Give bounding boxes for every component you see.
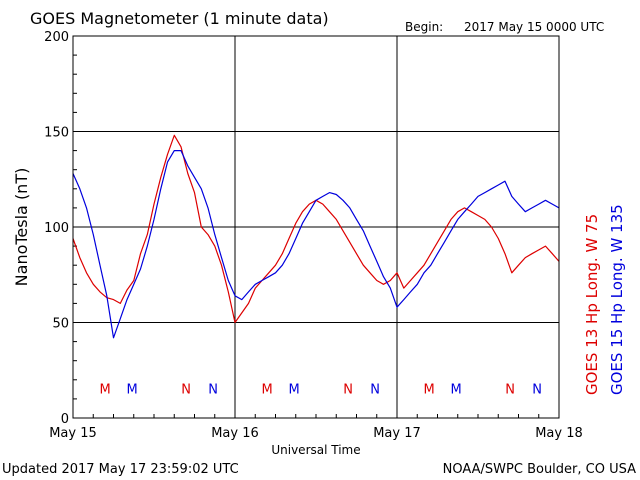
legend-goes13: GOES 13 Hp Long. W 75 — [583, 214, 601, 395]
plot-frame — [72, 35, 560, 419]
marker-m: M — [99, 382, 110, 397]
marker-m: M — [288, 382, 299, 397]
marker-m: M — [126, 382, 137, 397]
begin-label: Begin: — [405, 20, 443, 34]
source-credit: NOAA/SWPC Boulder, CO USA — [443, 462, 636, 477]
marker-m: M — [423, 382, 434, 397]
x-tick-label: May 17 — [373, 426, 421, 441]
y-tick-label: 100 — [44, 221, 69, 236]
marker-m: M — [450, 382, 461, 397]
series-goes13-line — [72, 134, 560, 324]
series-lines — [72, 134, 560, 339]
y-tick-label: 50 — [52, 317, 69, 332]
marker-m: M — [261, 382, 272, 397]
x-tick-label: May 15 — [49, 426, 97, 441]
y-tick-label: 0 — [61, 412, 69, 427]
y-tick-label: 200 — [44, 30, 69, 45]
y-tick-label: 150 — [44, 126, 69, 141]
marker-n: N — [532, 382, 542, 397]
marker-n: N — [343, 382, 353, 397]
chart-title: GOES Magnetometer (1 minute data) — [30, 9, 329, 28]
y-tick-labels: 0 50 100 150 200 — [44, 30, 69, 427]
updated-timestamp: Updated 2017 May 17 23:59:02 UTC — [2, 462, 239, 477]
grid-lines — [72, 35, 560, 419]
x-tick-labels: May 15 May 16 May 17 May 18 — [49, 426, 583, 441]
marker-n: N — [208, 382, 218, 397]
series-goes15-line — [72, 150, 560, 339]
marker-n: N — [370, 382, 380, 397]
y-axis-label: NanoTesla (nT) — [12, 168, 31, 287]
x-tick-label: May 16 — [211, 426, 259, 441]
marker-n: N — [505, 382, 515, 397]
x-axis-label: Universal Time — [271, 443, 360, 457]
legend-goes15: GOES 15 Hp Long. W 135 — [608, 204, 626, 395]
marker-n: N — [181, 382, 191, 397]
x-tick-label: May 18 — [535, 426, 583, 441]
begin-value: 2017 May 15 0000 UTC — [464, 20, 604, 34]
